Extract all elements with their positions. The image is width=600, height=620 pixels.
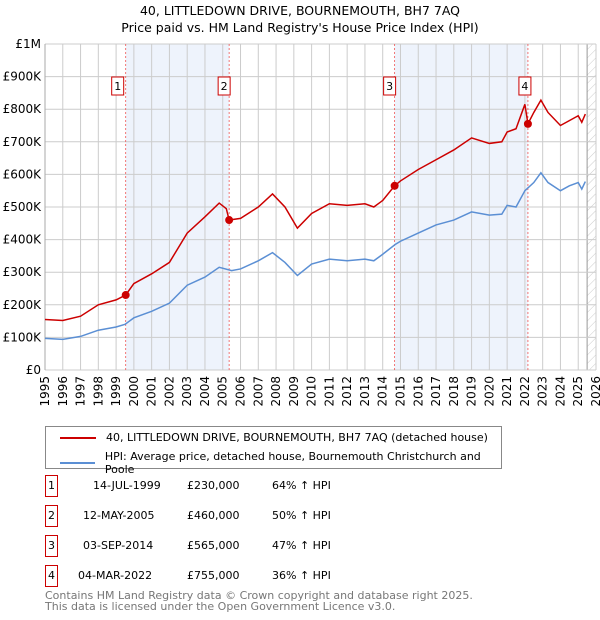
- sale-hpi-diff: 64% ↑ HPI: [272, 479, 331, 492]
- series-line: [44, 98, 587, 322]
- x-tick-label: 2021: [500, 376, 514, 407]
- price-chart: £0 £100K £200K £300K £400K £500K £600K £700K £80…: [3, 37, 600, 407]
- sale-date: 04-MAR-2022: [78, 569, 153, 582]
- x-tick-label: 2004: [198, 376, 212, 407]
- sale-label-box: [217, 76, 231, 96]
- legend-swatch-hpi: [60, 462, 95, 464]
- sale-marker-badge: 3: [45, 535, 58, 557]
- sale-date: 14-JUL-1999: [93, 479, 161, 492]
- sale-hpi-diff: 47% ↑ HPI: [272, 539, 331, 552]
- x-tick-label: 2025: [571, 376, 585, 407]
- y-tick-label: £500K: [3, 200, 43, 214]
- x-tick-label: 2015: [393, 376, 407, 407]
- sale-hpi-diff: 36% ↑ HPI: [272, 569, 331, 582]
- y-tick-label: £800K: [3, 102, 43, 116]
- sale-date: 12-MAY-2005: [83, 509, 155, 522]
- sale-label: 2: [221, 80, 228, 93]
- x-tick-label: 2026: [589, 376, 600, 407]
- sale-price: £230,000: [187, 479, 240, 492]
- sale-marker-badge: 2: [45, 505, 58, 527]
- sale-price: £755,000: [187, 569, 240, 582]
- x-tick-label: 2018: [447, 376, 461, 407]
- sale-row: 1 14-JUL-1999 £230,000 64% ↑ HPI: [45, 475, 445, 497]
- x-tick-label: 2000: [127, 376, 141, 407]
- y-tick-label: £100K: [3, 330, 43, 344]
- x-tick-label: 2013: [358, 376, 372, 407]
- sale-label-box: [111, 76, 125, 96]
- footer-licence: This data is licensed under the Open Gov…: [45, 600, 396, 613]
- sale-point: [121, 291, 130, 300]
- x-tick-label: 2019: [465, 376, 479, 407]
- x-tick-label: 2014: [376, 376, 390, 407]
- x-tick-label: 2016: [411, 376, 425, 407]
- series-line: [44, 171, 587, 341]
- y-tick-label: £900K: [3, 70, 43, 84]
- x-tick-label: 2020: [482, 376, 496, 407]
- sale-label-box: [383, 76, 397, 96]
- sale-price: £460,000: [187, 509, 240, 522]
- footer: Contains HM Land Registry data © Crown c…: [45, 590, 473, 612]
- y-tick-label: £400K: [3, 233, 43, 247]
- x-tick-label: 2008: [269, 376, 283, 407]
- y-tick-label: £200K: [3, 298, 43, 312]
- x-tick-label: 2017: [429, 376, 443, 407]
- x-tick-label: 2012: [340, 376, 354, 407]
- chart-title: 40, LITTLEDOWN DRIVE, BOURNEMOUTH, BH7 7…: [139, 3, 460, 18]
- chart-subtitle: Price paid vs. HM Land Registry's House …: [121, 20, 479, 35]
- sale-row: 4 04-MAR-2022 £755,000 36% ↑ HPI: [45, 565, 445, 587]
- sale-label: 3: [386, 80, 393, 93]
- x-tick-label: 1996: [56, 376, 70, 407]
- x-tick-label: 2024: [553, 376, 567, 407]
- sale-price: £565,000: [187, 539, 240, 552]
- x-tick-label: 1997: [74, 376, 88, 407]
- x-tick-label: 2005: [216, 376, 230, 407]
- y-tick-label: £700K: [3, 135, 43, 149]
- x-tick-label: 2006: [234, 376, 248, 407]
- legend-swatch-property: [60, 436, 96, 439]
- x-tick-label: 2003: [180, 376, 194, 407]
- sale-row: 3 03-SEP-2014 £565,000 47% ↑ HPI: [45, 535, 445, 557]
- x-tick-label: 2009: [287, 376, 301, 407]
- x-tick-label: 2002: [162, 376, 176, 407]
- x-tick-label: 2010: [305, 376, 319, 407]
- sale-label: 4: [521, 80, 528, 93]
- x-tick-label: 1999: [109, 376, 123, 407]
- x-tick-label: 1998: [91, 376, 105, 407]
- x-tick-label: 2007: [251, 376, 265, 407]
- legend: 40, LITTLEDOWN DRIVE, BOURNEMOUTH, BH7 7…: [45, 426, 502, 476]
- sale-point: [390, 181, 399, 190]
- sale-marker-badge: 4: [45, 565, 58, 587]
- x-tick-label: 2001: [145, 376, 159, 407]
- y-tick-label: £600K: [3, 167, 43, 181]
- sale-hpi-diff: 50% ↑ HPI: [272, 509, 331, 522]
- x-tick-label: 1995: [38, 376, 52, 407]
- x-tick-label: 2011: [322, 376, 336, 407]
- sale-point: [523, 119, 532, 128]
- legend-label-hpi: HPI: Average price, detached house, Bour…: [104, 450, 481, 476]
- x-tick-label: 2022: [518, 376, 532, 407]
- sale-row: 2 12-MAY-2005 £460,000 50% ↑ HPI: [45, 505, 445, 527]
- sale-label-box: [518, 76, 532, 96]
- legend-label-property: 40, LITTLEDOWN DRIVE, BOURNEMOUTH, BH7 7…: [106, 431, 488, 444]
- y-tick-label: £1M: [15, 37, 41, 51]
- sale-point: [225, 216, 234, 225]
- y-tick-label: £300K: [3, 265, 43, 279]
- x-tick-label: 2023: [536, 376, 550, 407]
- sale-date: 03-SEP-2014: [83, 539, 154, 552]
- sale-label: 1: [114, 80, 121, 93]
- sale-marker-badge: 1: [45, 475, 58, 497]
- y-tick-label: £0: [26, 363, 41, 377]
- footer-copyright: Contains HM Land Registry data © Crown c…: [45, 589, 473, 602]
